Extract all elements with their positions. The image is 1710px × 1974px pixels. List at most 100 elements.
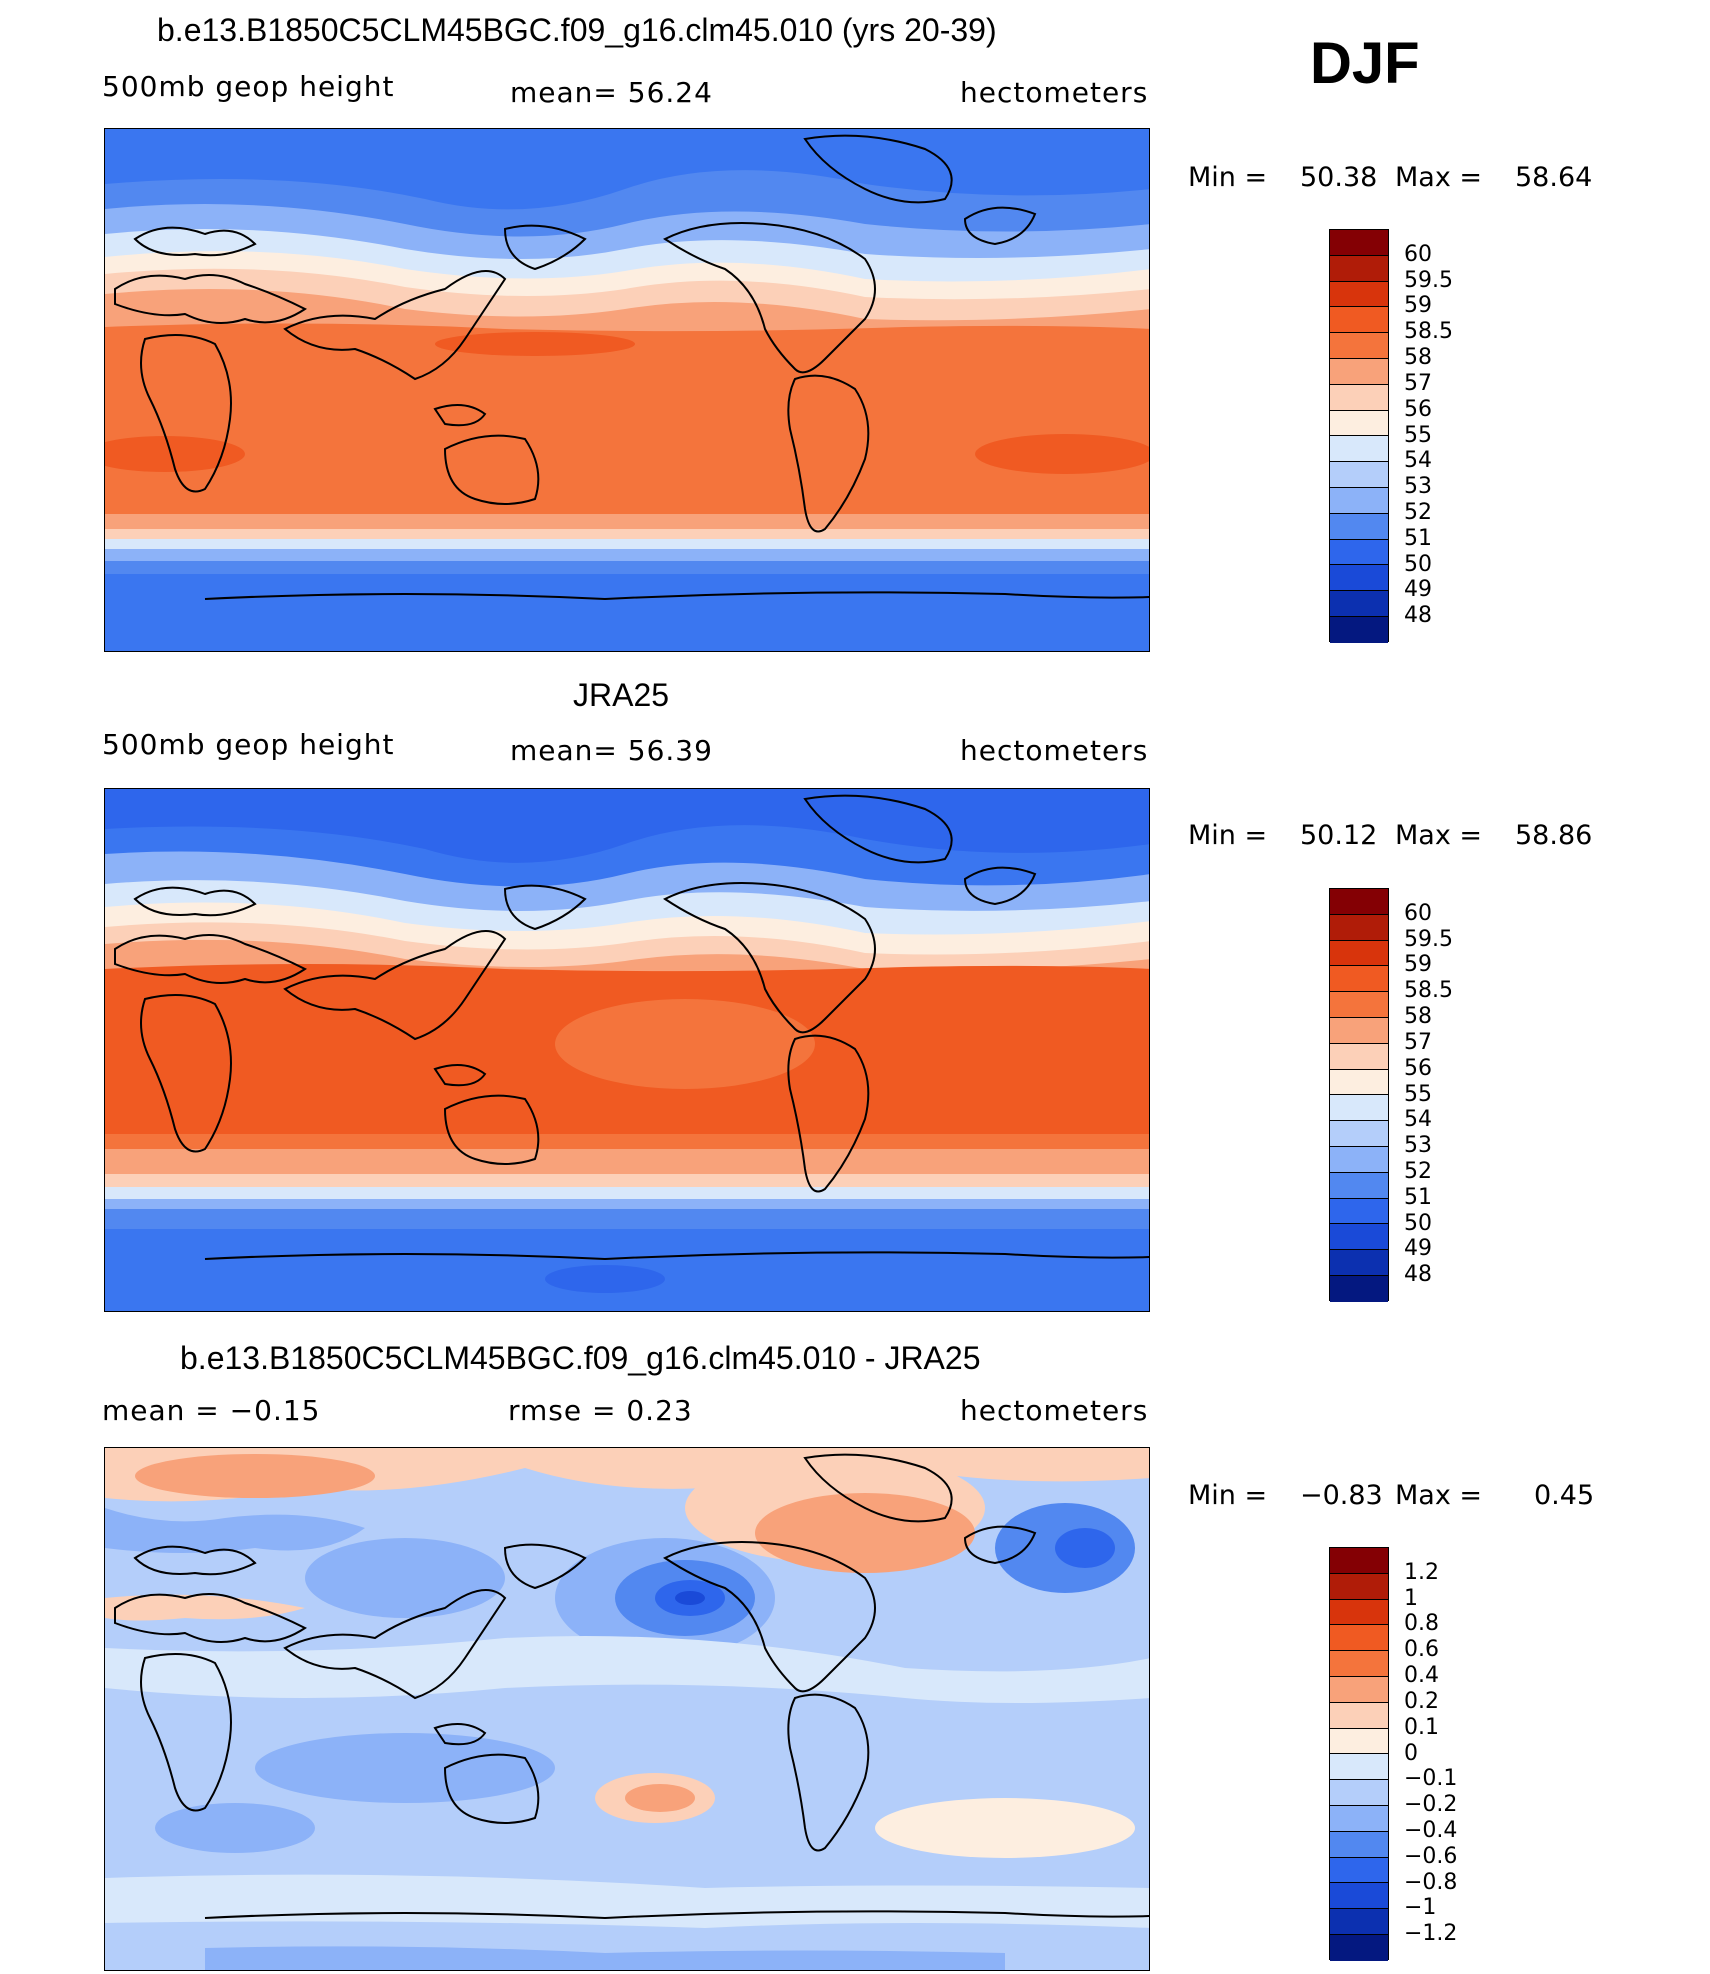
colorbar-swatch xyxy=(1330,992,1388,1018)
colorbar-tick-label: 51 xyxy=(1404,525,1432,551)
colorbar-tick-label: 0.1 xyxy=(1404,1714,1439,1740)
colorbar-swatch xyxy=(1330,1728,1388,1755)
colorbar-tick-label: 57 xyxy=(1404,1029,1432,1055)
colorbar-tick-label: 59.5 xyxy=(1404,926,1453,952)
colorbar-swatch xyxy=(1330,1909,1388,1935)
colorbar-swatch xyxy=(1330,462,1388,488)
colorbar-tick-label: 52 xyxy=(1404,1158,1432,1184)
panel1-min-label: Min = xyxy=(1188,162,1268,193)
colorbar-tick-label: 1 xyxy=(1404,1585,1418,1611)
colorbar-swatch xyxy=(1330,1599,1388,1626)
colorbar-tick-label: 54 xyxy=(1404,1107,1432,1133)
colorbar-swatch xyxy=(1330,1275,1388,1302)
colorbar-swatch xyxy=(1330,230,1388,256)
colorbar-swatch xyxy=(1330,436,1388,463)
season-label: DJF xyxy=(1310,31,1420,96)
panel3-min-value: −0.83 xyxy=(1300,1480,1383,1511)
colorbar-tick-label: 0.4 xyxy=(1404,1663,1439,1689)
colorbar-tick-label: 60 xyxy=(1404,241,1432,267)
colorbar-tick-label: −0.8 xyxy=(1404,1869,1458,1895)
colorbar-swatch xyxy=(1330,1805,1388,1832)
colorbar-swatch xyxy=(1330,1573,1388,1600)
colorbar-tick-label: 59.5 xyxy=(1404,267,1453,293)
panel2-variable-label: 500mb geop height xyxy=(102,728,395,761)
panel1-colorbar xyxy=(1329,229,1389,643)
colorbar-tick-label: 48 xyxy=(1404,603,1432,629)
colorbar-swatch xyxy=(1330,1069,1388,1096)
colorbar-swatch xyxy=(1330,889,1388,915)
colorbar-swatch xyxy=(1330,487,1388,514)
colorbar-tick-label: 53 xyxy=(1404,474,1432,500)
colorbar-swatch xyxy=(1330,1625,1388,1652)
panel2-min-value: 50.12 xyxy=(1300,820,1378,851)
panel2-title: JRA25 xyxy=(573,677,670,713)
colorbar-tick-label: 53 xyxy=(1404,1133,1432,1159)
colorbar-tick-label: 60 xyxy=(1404,900,1432,926)
colorbar-swatch xyxy=(1330,1548,1388,1574)
colorbar-swatch xyxy=(1330,1095,1388,1122)
colorbar-tick-label: 49 xyxy=(1404,1236,1432,1262)
colorbar-swatch xyxy=(1330,1676,1388,1703)
colorbar-swatch xyxy=(1330,255,1388,282)
colorbar-swatch xyxy=(1330,914,1388,941)
colorbar-tick-label: 56 xyxy=(1404,1055,1432,1081)
colorbar-tick-label: 51 xyxy=(1404,1184,1432,1210)
colorbar-swatch xyxy=(1330,1172,1388,1199)
panel1-variable-label: 500mb geop height xyxy=(102,70,395,103)
colorbar-swatch xyxy=(1330,1754,1388,1781)
colorbar-tick-label: 58.5 xyxy=(1404,319,1453,345)
colorbar-swatch xyxy=(1330,1780,1388,1806)
colorbar-swatch xyxy=(1330,384,1388,411)
colorbar-swatch xyxy=(1330,333,1388,359)
colorbar-tick-label: −0.4 xyxy=(1404,1817,1458,1843)
panel1-units-label: hectometers xyxy=(960,76,1149,109)
colorbar-swatch xyxy=(1330,358,1388,385)
colorbar-tick-label: 56 xyxy=(1404,396,1432,422)
colorbar-swatch xyxy=(1330,307,1388,334)
colorbar-tick-label: 50 xyxy=(1404,551,1432,577)
panel1-min-value: 50.38 xyxy=(1300,162,1378,193)
colorbar-tick-label: 49 xyxy=(1404,577,1432,603)
panel3-max-label: Max = xyxy=(1395,1480,1483,1511)
panel3-map xyxy=(104,1447,1150,1971)
colorbar-tick-label: 58 xyxy=(1404,1004,1432,1030)
panel2-min-label: Min = xyxy=(1188,820,1268,851)
colorbar-swatch xyxy=(1330,513,1388,540)
panel2-colorbar xyxy=(1329,888,1389,1302)
panel3-rmse-label: rmse = 0.23 xyxy=(508,1394,693,1427)
colorbar-tick-label: 57 xyxy=(1404,370,1432,396)
colorbar-swatch xyxy=(1330,410,1388,437)
colorbar-swatch xyxy=(1330,539,1388,566)
panel2-coastlines xyxy=(114,794,1149,1261)
colorbar-swatch xyxy=(1330,940,1388,967)
panel2-mean-label: mean= 56.39 xyxy=(510,734,713,767)
panel3-units-label: hectometers xyxy=(960,1394,1149,1427)
panel3-mean-label: mean = −0.15 xyxy=(102,1394,321,1427)
colorbar-tick-label: 58.5 xyxy=(1404,978,1453,1004)
colorbar-tick-label: 59 xyxy=(1404,952,1432,978)
colorbar-tick-label: 0.2 xyxy=(1404,1688,1439,1714)
colorbar-swatch xyxy=(1330,1831,1388,1858)
colorbar-swatch xyxy=(1330,1043,1388,1070)
colorbar-tick-label: 0.6 xyxy=(1404,1637,1439,1663)
colorbar-tick-label: 0 xyxy=(1404,1740,1418,1766)
panel1-title: b.e13.B1850C5CLM45BGC.f09_g16.clm45.010 … xyxy=(157,12,997,48)
panel2-units-label: hectometers xyxy=(960,734,1149,767)
colorbar-tick-label: 54 xyxy=(1404,448,1432,474)
colorbar-swatch xyxy=(1330,591,1388,617)
panel1-coastlines xyxy=(114,134,1149,601)
panel1-map xyxy=(104,128,1150,652)
colorbar-swatch xyxy=(1330,1934,1388,1961)
colorbar-tick-label: 1.2 xyxy=(1404,1559,1439,1585)
colorbar-swatch xyxy=(1330,565,1388,592)
colorbar-swatch xyxy=(1330,1651,1388,1677)
panel2-max-label: Max = xyxy=(1395,820,1483,851)
colorbar-swatch xyxy=(1330,1857,1388,1884)
colorbar-swatch xyxy=(1330,1017,1388,1044)
colorbar-tick-label: −0.1 xyxy=(1404,1766,1458,1792)
panel3-title: b.e13.B1850C5CLM45BGC.f09_g16.clm45.010 … xyxy=(180,1340,981,1376)
panel3-min-label: Min = xyxy=(1188,1480,1268,1511)
panel1-max-value: 58.64 xyxy=(1515,162,1593,193)
colorbar-tick-label: −1 xyxy=(1404,1895,1437,1921)
colorbar-tick-label: −0.2 xyxy=(1404,1792,1458,1818)
